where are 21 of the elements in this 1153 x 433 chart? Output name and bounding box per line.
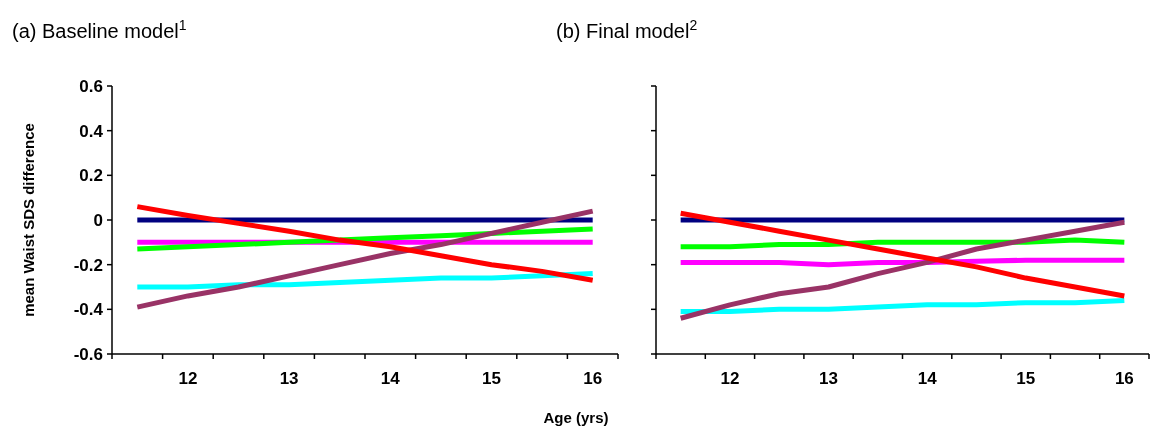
y-tick-label: -0.6	[73, 344, 103, 364]
chart-title: (b) Final model$^{2}$	[556, 17, 698, 42]
x-tick-label: 13	[279, 369, 299, 388]
y-tick-label: 0	[93, 210, 103, 230]
y-tick-label: 0.6	[79, 76, 103, 96]
x-tick-label: 12	[720, 369, 740, 388]
x-tick-label: 15	[482, 369, 501, 388]
x-tick-label: 12	[178, 369, 198, 388]
chart-title: (a) Baseline model$^{1}$	[12, 17, 187, 42]
y-tick-label: 0.4	[79, 121, 104, 141]
y-tick-label: -0.4	[73, 300, 104, 320]
x-tick-label: 14	[917, 369, 938, 388]
x-tick-label: 14	[380, 369, 401, 388]
y-tick-label: -0.2	[73, 255, 103, 275]
y-axis-title: mean Waist SDS difference	[20, 123, 37, 317]
y-tick-label: 0.2	[79, 166, 103, 186]
x-tick-label: 13	[819, 369, 839, 388]
x-tick-label: 16	[583, 369, 603, 388]
x-tick-label: 16	[1114, 369, 1134, 388]
x-axis-title: Age (yrs)	[543, 409, 609, 426]
x-tick-label: 15	[1016, 369, 1036, 388]
